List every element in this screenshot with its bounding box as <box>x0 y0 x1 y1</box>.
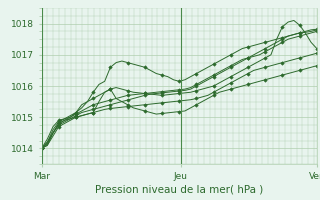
X-axis label: Pression niveau de la mer( hPa ): Pression niveau de la mer( hPa ) <box>95 185 263 195</box>
